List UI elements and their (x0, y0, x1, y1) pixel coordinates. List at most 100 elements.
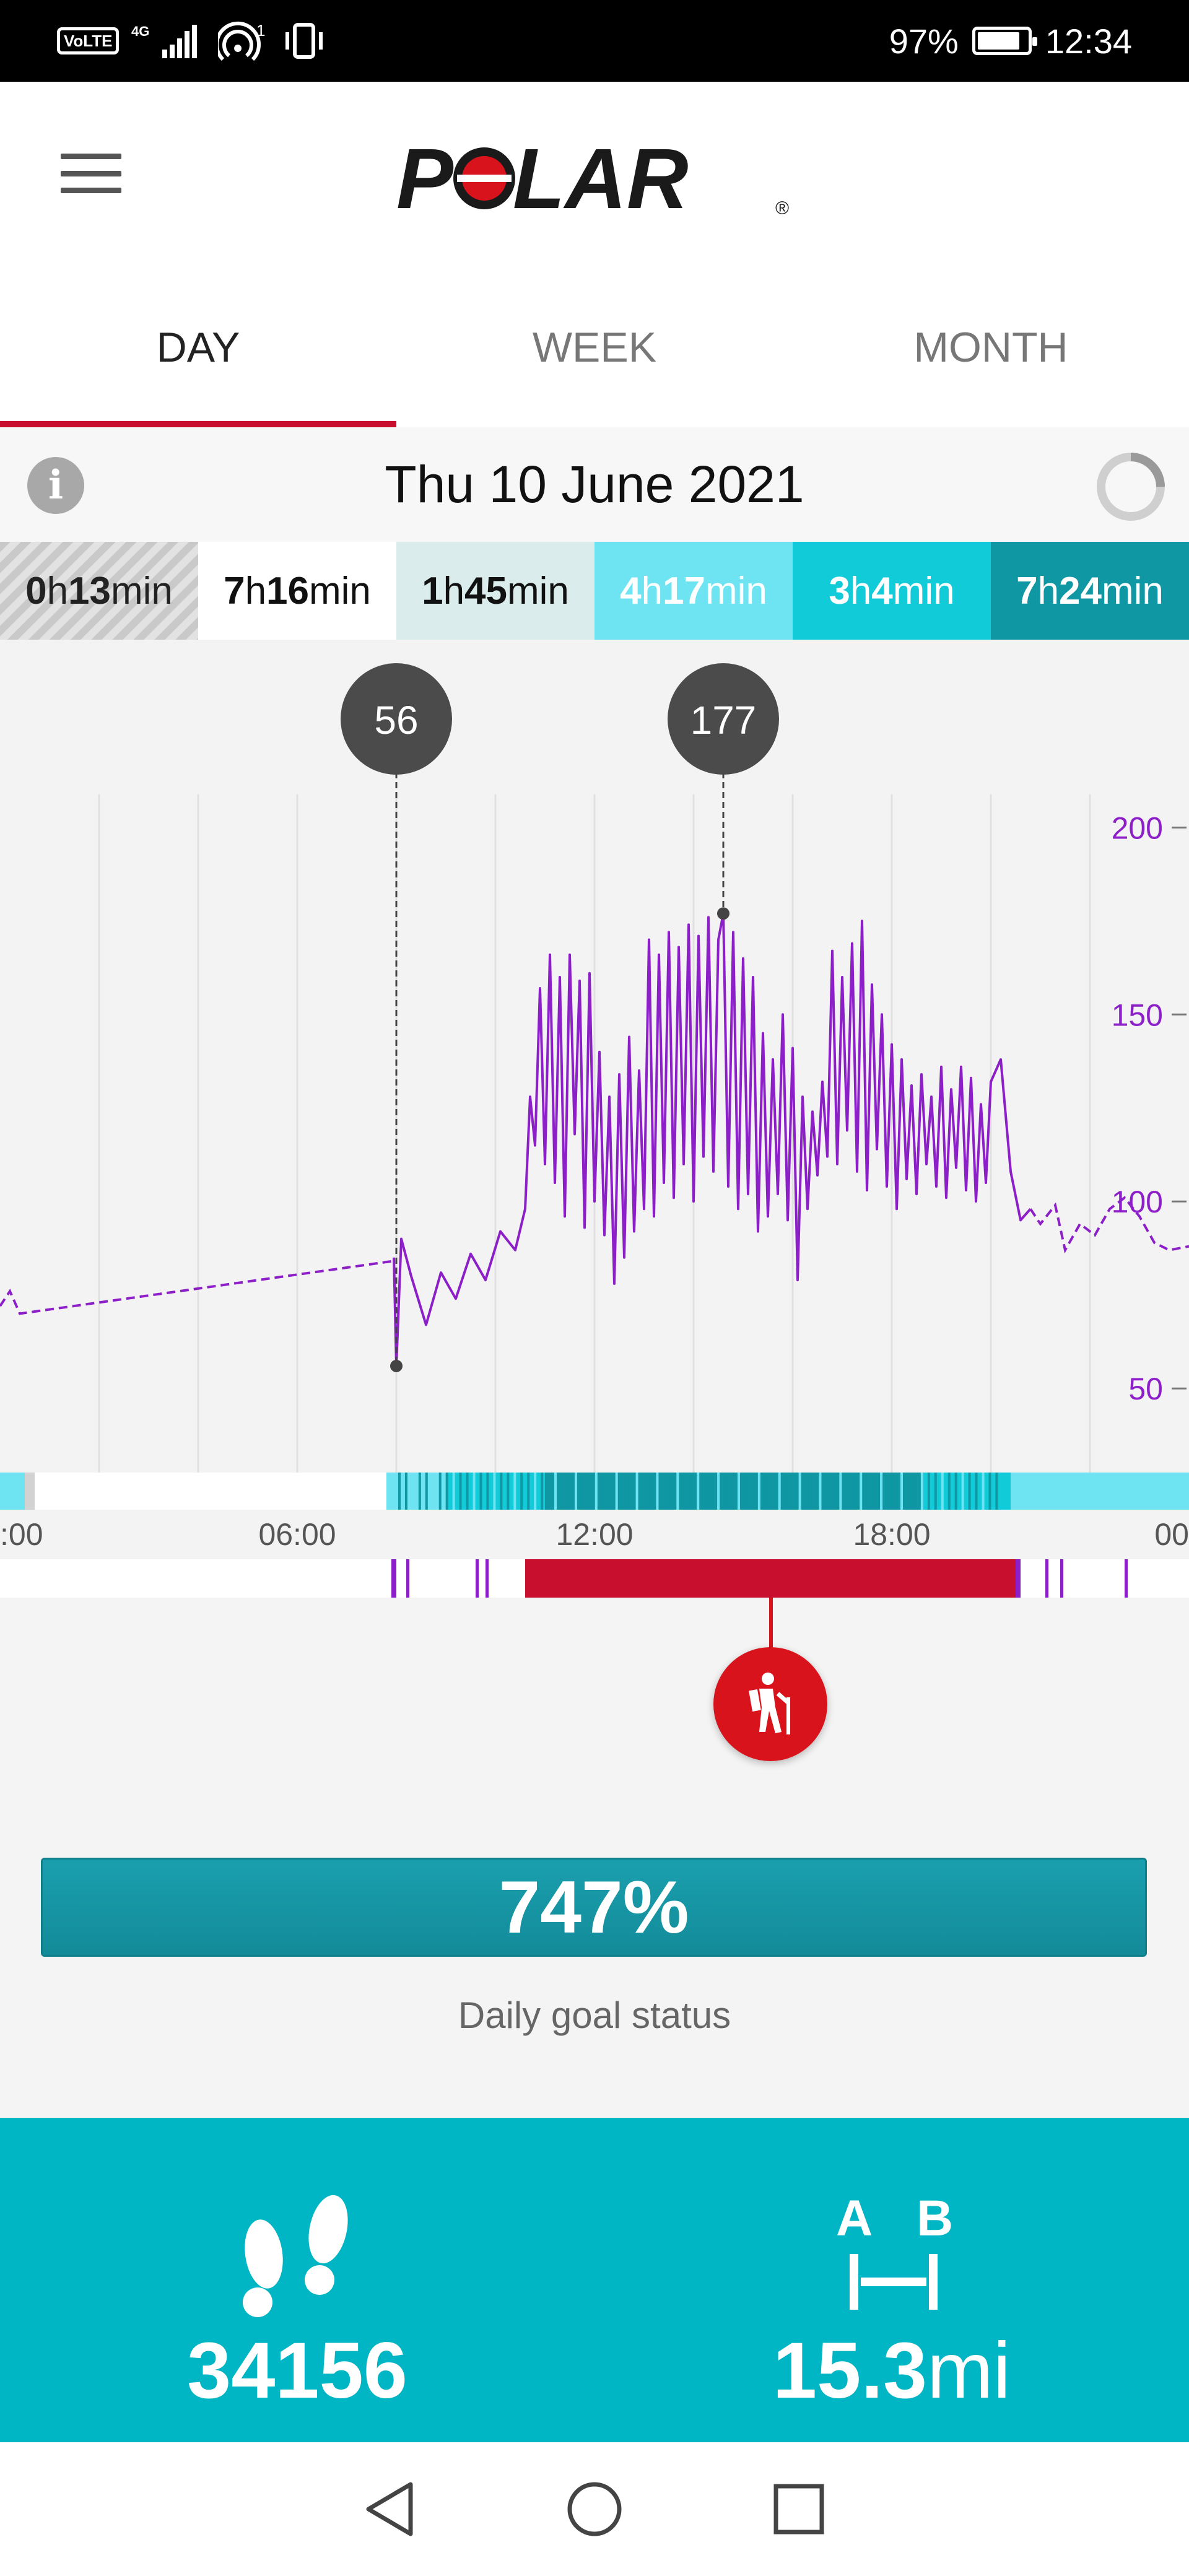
recents-square-icon[interactable] (765, 2475, 833, 2543)
zone-5-unit: min (1102, 569, 1164, 612)
steps-stat[interactable]: 34156 (0, 2118, 594, 2442)
zone-strip-tick (737, 1473, 740, 1510)
zone-1-minutes: 16 (266, 569, 310, 612)
zone-strip-tick (805, 1473, 808, 1510)
zone-strip-tick (663, 1473, 666, 1510)
zone-strip-segment (386, 1473, 446, 1510)
sync-icon[interactable] (1094, 450, 1168, 524)
zone-strip-segment (35, 1473, 386, 1510)
zone-strip-tick (561, 1473, 564, 1510)
zone-strip-tick (500, 1473, 503, 1510)
zone-strip-tick (507, 1473, 510, 1510)
zone-4-unit: min (892, 569, 955, 612)
activity-strip-segment (391, 1559, 396, 1598)
tab-month[interactable]: MONTH (913, 324, 1068, 371)
zone-strip-tick (479, 1473, 482, 1510)
daily-goal-bar[interactable]: 747% (41, 1858, 1147, 1957)
vibrate-icon (285, 23, 323, 59)
distance-stat[interactable]: A B 15.3mi (594, 2118, 1189, 2442)
zone-1-h: h (245, 569, 267, 612)
zone-4[interactable]: 3 h 4 min (793, 542, 991, 640)
zone-5[interactable]: 7 h 24 min (991, 542, 1189, 640)
zone-strip-tick (486, 1473, 489, 1510)
zone-strip-tick (873, 1473, 876, 1510)
zone-strip-tick (791, 1473, 795, 1510)
goal-percent: 747% (499, 1866, 689, 1949)
hotspot-icon: 1 (218, 21, 266, 61)
activity-strip-segment (1045, 1559, 1048, 1598)
zone-strip-tick (581, 1473, 584, 1510)
activity-strip-segment (1125, 1559, 1128, 1598)
zone-1[interactable]: 7 h 16 min (198, 542, 396, 640)
zone-strip-tick (629, 1473, 632, 1510)
info-icon[interactable]: i (27, 457, 84, 514)
zone-5-minutes: 24 (1059, 569, 1102, 612)
tab-day[interactable]: DAY (0, 268, 396, 427)
zone-strip-tick (839, 1473, 842, 1510)
zone-strip-tick (438, 1473, 442, 1510)
hr-line-dashed-start (0, 1260, 392, 1315)
date-row: Thu 10 June 2021 i (0, 427, 1189, 542)
back-triangle-icon[interactable] (356, 2475, 424, 2543)
zone-3-unit: min (705, 569, 767, 612)
y-tick-label: 200 (1112, 811, 1163, 845)
marker-label-min: 56 (374, 698, 418, 742)
activity-strip-segment (476, 1559, 479, 1598)
zone-strip-tick (642, 1473, 645, 1510)
activity-area: 747% Daily goal status (0, 1598, 1189, 2118)
zone-strip-tick (982, 1473, 985, 1510)
signal-icon: 4G (131, 24, 198, 58)
zone-strip-tick (622, 1473, 625, 1510)
zone-3-hours: 4 (620, 569, 642, 612)
zone-strip-tick (832, 1473, 835, 1510)
distance-unit: mi (927, 2326, 1011, 2415)
zone-3[interactable]: 4 h 17 min (594, 542, 793, 640)
zone-strip-tick (731, 1473, 733, 1510)
zone-strip-tick (697, 1473, 700, 1510)
zone-strip-tick (391, 1473, 394, 1510)
zone-2-minutes: 45 (464, 569, 508, 612)
date-title[interactable]: Thu 10 June 2021 (385, 455, 804, 513)
tab-week[interactable]: WEEK (532, 324, 657, 371)
home-circle-icon[interactable] (560, 2475, 629, 2543)
zone-strip-tick (947, 1473, 951, 1510)
distance-label-a: A (836, 2192, 873, 2247)
hr-line (393, 912, 1032, 1367)
zone-strip-tick (934, 1473, 937, 1510)
battery-percent: 97% (889, 21, 959, 61)
zone-strip-tick (411, 1473, 414, 1510)
zone-2-h: h (443, 569, 465, 612)
zone-0-hours: 0 (25, 569, 47, 612)
zone-strip-tick (853, 1473, 856, 1510)
hiking-icon[interactable] (713, 1647, 827, 1761)
activity-marker-stem (769, 1598, 773, 1650)
zone-strip-tick (676, 1473, 679, 1510)
zone-strip-tick (894, 1473, 897, 1510)
x-axis-bg (0, 1510, 1189, 1559)
zone-strip-tick (846, 1473, 849, 1510)
hamburger-menu-icon[interactable] (57, 150, 125, 197)
zone-strip-tick (541, 1473, 544, 1510)
x-tick-label: 00 (1154, 1517, 1189, 1552)
activity-strip-segment (1060, 1559, 1063, 1598)
y-tick-label: 50 (1128, 1372, 1163, 1406)
marker-point-max (717, 907, 730, 920)
app-header: P LAR ® (0, 82, 1189, 268)
zone-strip-tick (744, 1473, 747, 1510)
zone-strip-tick (527, 1473, 530, 1510)
zone-0[interactable]: 0 h 13 min (0, 542, 198, 640)
zone-strip-tick (751, 1473, 754, 1510)
zone-strip-tick (656, 1473, 659, 1510)
zone-strip-tick (459, 1473, 462, 1510)
distance-number: 15.3 (772, 2326, 928, 2415)
zone-strip-tick (941, 1473, 944, 1510)
distance-value: 15.3mi (594, 2325, 1189, 2416)
battery-icon (972, 27, 1037, 55)
zone-2[interactable]: 1 h 45 min (396, 542, 594, 640)
distance-ab-icon: A B (836, 2192, 953, 2310)
y-tick-label: 150 (1112, 998, 1163, 1032)
goal-label: Daily goal status (458, 1995, 731, 2036)
zone-strip-tick (968, 1473, 971, 1510)
